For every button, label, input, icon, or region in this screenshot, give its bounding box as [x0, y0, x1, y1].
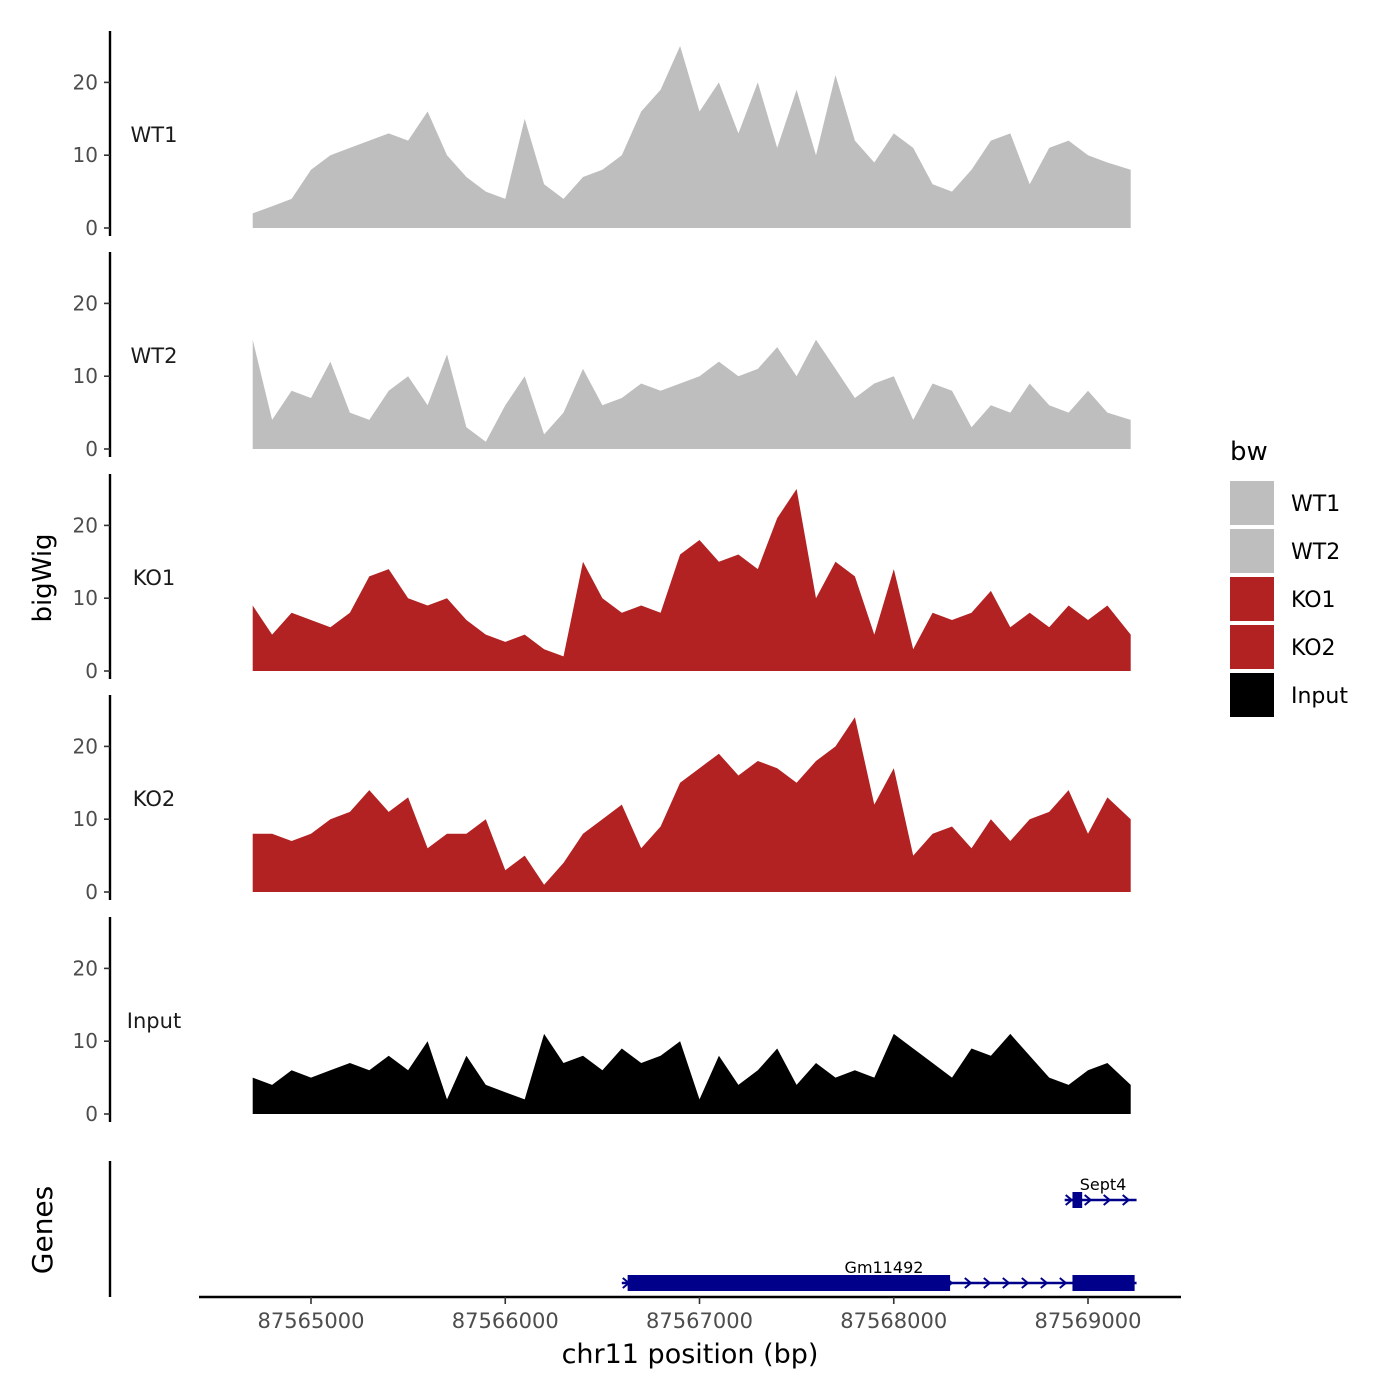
strand-arrow — [1002, 1277, 1011, 1289]
legend-label-wt2: WT2 — [1291, 540, 1340, 565]
track-ko1: 0 10 20 KO1 — [73, 474, 1131, 683]
x-axis-title: chr11 position (bp) — [562, 1339, 819, 1370]
legend-label-wt1: WT1 — [1291, 492, 1340, 517]
track-label: KO1 — [133, 566, 176, 590]
x-tick-label: 87567000 — [646, 1309, 753, 1333]
y-tick-label: 10 — [73, 586, 98, 610]
legend-label-ko1: KO1 — [1291, 588, 1336, 613]
gene-exon — [1072, 1192, 1083, 1208]
signal-area-ko1 — [252, 489, 1131, 671]
y-tick-label: 0 — [85, 659, 98, 683]
y-tick-label: 20 — [73, 291, 98, 315]
genes-axis-title: Genes — [26, 1186, 59, 1274]
track-wt2: 0 10 20 WT2 — [73, 252, 1131, 461]
strand-arrow — [983, 1277, 992, 1289]
x-tick-label: 87569000 — [1035, 1309, 1142, 1333]
y-tick-label: 0 — [85, 437, 98, 461]
y-tick-label: 20 — [73, 734, 98, 758]
strand-arrow — [964, 1277, 973, 1289]
track-label: Input — [127, 1009, 181, 1033]
track-label: WT1 — [131, 123, 178, 147]
signal-area-wt2 — [252, 339, 1131, 449]
strand-arrow — [1040, 1277, 1049, 1289]
y-tick-label: 20 — [73, 70, 98, 94]
gene-label: Gm11492 — [845, 1258, 924, 1277]
gene-exon — [627, 1275, 951, 1291]
legend-swatch-input — [1230, 673, 1274, 717]
strand-arrow — [1059, 1277, 1068, 1289]
track-label: KO2 — [133, 787, 176, 811]
y-tick-label: 0 — [85, 1102, 98, 1126]
signal-area-input — [252, 1033, 1131, 1114]
y-tick-label: 10 — [73, 364, 98, 388]
y-tick-label: 10 — [73, 807, 98, 831]
track-label: WT2 — [131, 344, 178, 368]
y-tick-label: 10 — [73, 143, 98, 167]
strand-arrow — [1084, 1194, 1093, 1206]
y-tick-label: 0 — [85, 880, 98, 904]
legend-swatch-ko1 — [1230, 577, 1274, 621]
legend-swatch-wt2 — [1230, 529, 1274, 573]
x-tick-label: 87566000 — [452, 1309, 559, 1333]
legend-swatch-ko2 — [1230, 625, 1274, 669]
strand-arrow — [1065, 1194, 1074, 1206]
gene-gm11492: Gm11492 — [621, 1258, 1137, 1291]
track-wt1: 0 10 20 WT1 — [73, 31, 1131, 240]
strand-arrow — [1103, 1194, 1112, 1206]
y-axis-title: bigWig — [28, 533, 58, 622]
gene-exon — [1072, 1275, 1135, 1291]
signal-area-ko2 — [252, 717, 1131, 892]
gene-sept4: Sept4 — [1064, 1175, 1137, 1208]
strand-arrow — [1122, 1194, 1131, 1206]
gene-label: Sept4 — [1080, 1175, 1127, 1194]
signal-area-wt1 — [252, 46, 1131, 228]
strand-arrow — [1021, 1277, 1030, 1289]
x-tick-label: 87568000 — [840, 1309, 947, 1333]
y-tick-label: 20 — [73, 956, 98, 980]
legend: bw WT1 WT2 KO1 KO2 Input — [1230, 437, 1348, 717]
x-tick-label: 87565000 — [258, 1309, 365, 1333]
y-tick-label: 0 — [85, 216, 98, 240]
genes-panel: Sept4 Gm11492 — [108, 1161, 1137, 1297]
y-tick-label: 10 — [73, 1029, 98, 1053]
legend-label-input: Input — [1291, 684, 1348, 709]
track-ko2: 0 10 20 KO2 — [73, 695, 1131, 904]
legend-label-ko2: KO2 — [1291, 636, 1336, 661]
x-axis: 87565000 87566000 87567000 87568000 87569000 — [199, 1295, 1181, 1333]
track-input: 0 10 20 Input — [73, 917, 1131, 1126]
track-panels: 0 10 20 WT1 0 10 20 WT2 0 10 20 KO1 0 10 20 KO2 0 10 20 Inp… — [73, 31, 1131, 1126]
legend-swatch-wt1 — [1230, 481, 1274, 525]
legend-title: bw — [1230, 437, 1268, 467]
y-tick-label: 20 — [73, 513, 98, 537]
